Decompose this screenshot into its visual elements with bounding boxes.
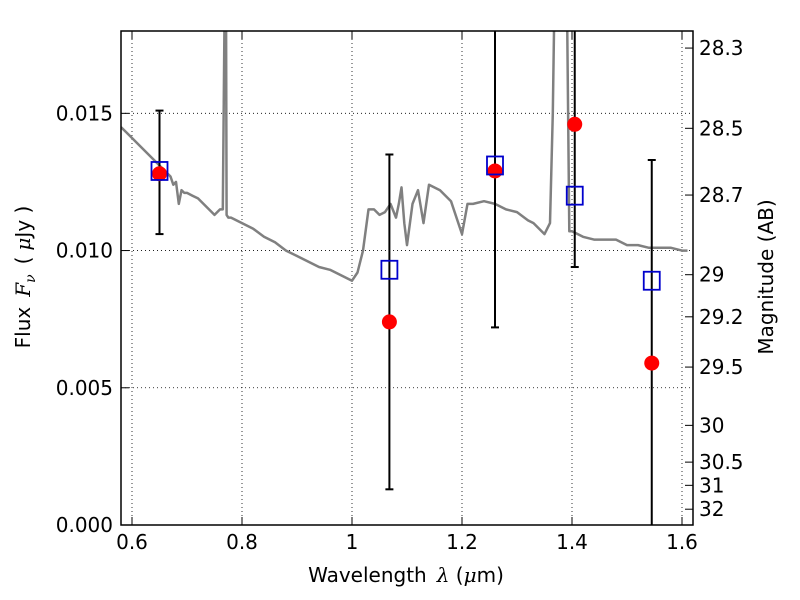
observed-point	[644, 355, 660, 371]
plot-frame	[120, 30, 694, 526]
model-photometry-point	[486, 155, 504, 176]
x-label-unit-rest: m)	[477, 563, 504, 587]
mag-tick-label: 28.5	[699, 116, 744, 140]
y-label-unit-mu: μ	[11, 238, 35, 251]
mag-tick-label: 29.5	[699, 355, 744, 379]
x-tick-label: 0.8	[226, 530, 258, 554]
x-axis-label: Wavelength λ (μm)	[308, 563, 504, 587]
y-label-unit-rest: Jy )	[11, 206, 35, 240]
model-photometry-point	[642, 270, 661, 291]
x-label-unit-mu: μ	[464, 563, 477, 587]
model-photometry-point	[150, 161, 169, 181]
y-tick-label: 0.015	[56, 101, 113, 125]
mag-tick-label: 31	[699, 473, 724, 497]
x-label-unit-open: (	[449, 563, 463, 587]
observed-point	[567, 116, 583, 132]
x-tick-label: 1.2	[446, 530, 478, 554]
y-tick-label: 0.000	[56, 513, 113, 537]
axis-ticks: 0.6 0.8 1 1.2 1.4 1.6 0.000 0.005 0.010 0.015 28.3…	[56, 31, 744, 554]
y-axis-label: Flux Fν ( μJy )	[11, 206, 39, 349]
model-photometry-point	[380, 259, 399, 280]
x-tick-label: 1.4	[556, 530, 588, 554]
observed-point	[487, 163, 503, 179]
markers	[150, 116, 661, 371]
mag-tick-label: 32	[699, 497, 724, 521]
mag-tick-label: 28.7	[699, 183, 744, 207]
spectrum-line	[121, 31, 688, 282]
y2-axis-label: Magnitude (AB)	[754, 199, 778, 354]
y-label-unit-open: (	[11, 257, 35, 265]
mag-tick-label: 30	[699, 413, 724, 437]
observed-point	[381, 314, 397, 330]
model-photometry-point	[565, 185, 584, 206]
x-label-symbol: λ	[436, 563, 450, 587]
mag-tick-label: 30.5	[699, 450, 744, 474]
y-label-subscript: ν	[23, 274, 39, 283]
y-label-prefix: Flux	[11, 307, 35, 349]
x-tick-label: 1.6	[666, 530, 698, 554]
mag-tick-label: 29	[699, 263, 724, 287]
observed-point	[152, 166, 167, 182]
y-tick-label: 0.010	[56, 239, 113, 263]
mag-tick-label: 29.2	[699, 305, 744, 329]
y-tick-label: 0.005	[56, 376, 113, 400]
y-label-symbol: F	[11, 282, 35, 298]
x-label-prefix: Wavelength	[308, 563, 427, 587]
plot-background	[121, 31, 693, 525]
x-tick-label: 0.6	[116, 530, 148, 554]
x-tick-label: 1	[346, 530, 359, 554]
plot-content	[121, 31, 688, 282]
mag-tick-label: 28.3	[699, 36, 744, 60]
